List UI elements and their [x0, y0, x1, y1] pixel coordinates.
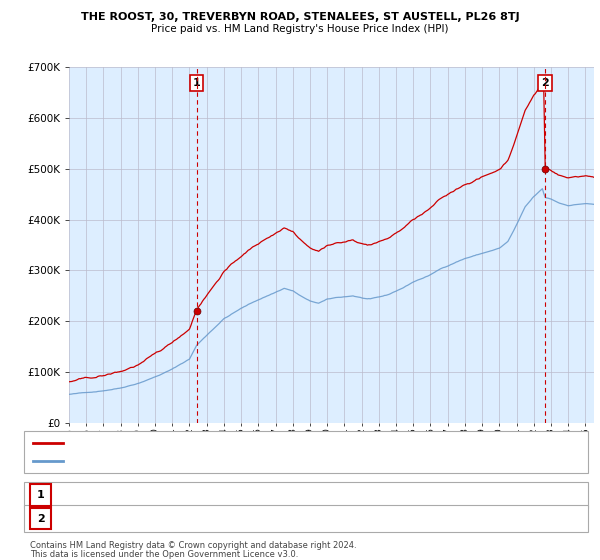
- Text: 13% ↑ HPI: 13% ↑ HPI: [366, 514, 421, 524]
- Text: THE ROOST, 30, TREVERBYN ROAD, STENALEES, ST AUSTELL, PL26 8TJ (detached house: THE ROOST, 30, TREVERBYN ROAD, STENALEES…: [69, 438, 487, 447]
- Text: HPI: Average price, detached house, Cornwall: HPI: Average price, detached house, Corn…: [69, 457, 286, 466]
- Text: 1: 1: [193, 78, 200, 88]
- Text: £500,000: £500,000: [246, 514, 295, 524]
- Text: This data is licensed under the Open Government Licence v3.0.: This data is licensed under the Open Gov…: [30, 550, 298, 559]
- Text: 2: 2: [541, 78, 549, 88]
- Text: Price paid vs. HM Land Registry's House Price Index (HPI): Price paid vs. HM Land Registry's House …: [151, 24, 449, 34]
- Text: 2: 2: [37, 514, 44, 524]
- Text: 42% ↑ HPI: 42% ↑ HPI: [366, 490, 421, 500]
- Text: 1: 1: [37, 490, 44, 500]
- Text: £220,000: £220,000: [246, 490, 295, 500]
- Text: THE ROOST, 30, TREVERBYN ROAD, STENALEES, ST AUSTELL, PL26 8TJ: THE ROOST, 30, TREVERBYN ROAD, STENALEES…: [80, 12, 520, 22]
- Text: Contains HM Land Registry data © Crown copyright and database right 2024.: Contains HM Land Registry data © Crown c…: [30, 541, 356, 550]
- Text: 26-AUG-2022: 26-AUG-2022: [63, 514, 133, 524]
- Text: 31-MAY-2002: 31-MAY-2002: [63, 490, 130, 500]
